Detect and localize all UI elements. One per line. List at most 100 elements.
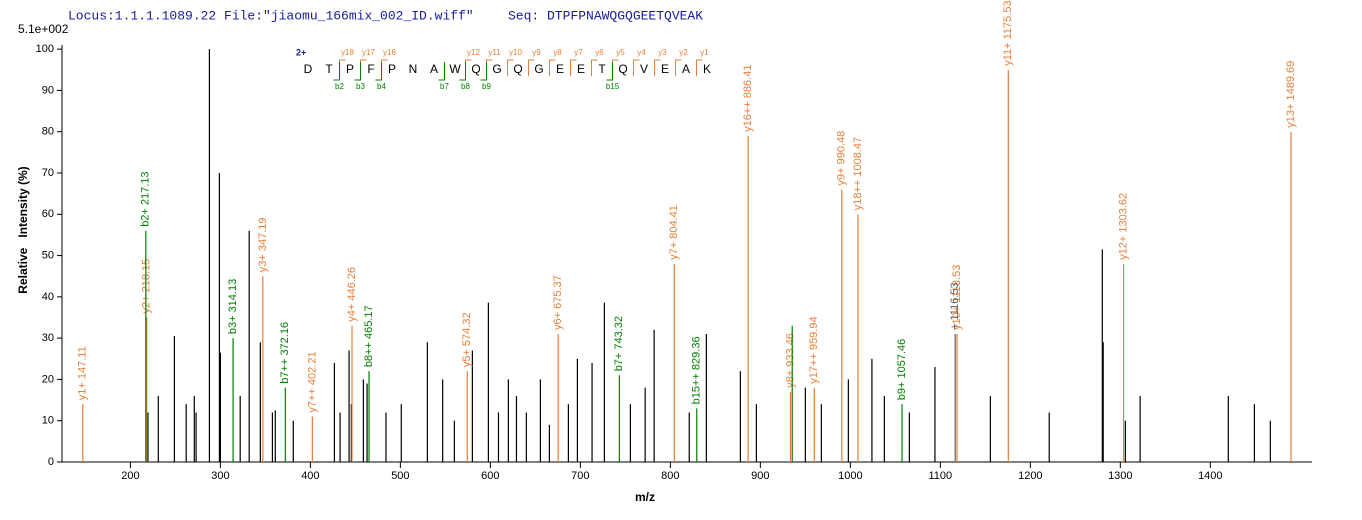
y-tick-label: 100 [36, 43, 54, 55]
residue: D [304, 62, 313, 76]
y-tick-label: 10 [42, 415, 54, 427]
peak-label: y4+ 446.26 [346, 267, 358, 322]
y-ion-bracket [654, 59, 661, 76]
subtitle: Seq: DTPFPNAWQGQGEETQVEAK [508, 8, 703, 23]
y-ion-bracket [507, 59, 514, 76]
residue: T [325, 62, 333, 76]
x-tick-label: 300 [211, 470, 229, 482]
peak-label: y2+ 218.15 [141, 259, 153, 314]
residue: P [346, 62, 354, 76]
y-ion-label: y12 [467, 48, 480, 57]
residue: Q [618, 62, 627, 76]
b-ion-bracket [459, 62, 466, 81]
peak-label: b8++ 465.17 [363, 305, 375, 367]
y-tick-label: 90 [42, 84, 54, 96]
peak-label: y12+ 1303.62 [1117, 193, 1129, 260]
y-scale-label: 5.1e+002 [18, 22, 69, 36]
b-ion-label: b3 [356, 82, 365, 91]
y-ion-bracket [360, 59, 367, 76]
b-ion-bracket [354, 62, 361, 81]
b-ion-bracket [480, 62, 487, 81]
b-ion-bracket [333, 62, 340, 81]
y-ion-bracket [591, 59, 598, 76]
y-ion-label: y17 [362, 48, 375, 57]
y-ion-label: y9 [532, 48, 541, 57]
y-ion-bracket [549, 59, 556, 76]
y-ion-label: y11 [488, 48, 501, 57]
b-ion-label: b7 [440, 82, 449, 91]
y-ion-label: y8 [553, 48, 562, 57]
y-tick-label: 60 [42, 208, 54, 220]
y-ion-label: y3 [658, 48, 667, 57]
b-ion-bracket [375, 62, 382, 81]
y-ion-label: y2 [679, 48, 688, 57]
y-tick-label: 80 [42, 126, 54, 138]
residue: W [449, 62, 461, 76]
y-axis-label: Relative Intensity (%) [16, 166, 30, 293]
x-tick-label: 500 [391, 470, 409, 482]
y-ion-bracket [381, 59, 388, 76]
x-tick-label: 1100 [929, 470, 953, 482]
residue: E [556, 62, 564, 76]
y-tick-label: 70 [42, 167, 54, 179]
y-tick-label: 50 [42, 249, 54, 261]
y-ion-label: y16 [383, 48, 396, 57]
residue: Q [513, 62, 522, 76]
y-ion-label: y1 [700, 48, 709, 57]
peak-label: y1+ 147.11 [77, 346, 89, 400]
peak-label: b7+ 743.32 [613, 316, 625, 371]
peak-label: y18++ 1008.47 [852, 137, 864, 210]
residue: V [640, 62, 648, 76]
peak-label: + 1116.53 [949, 282, 961, 330]
x-tick-label: 1200 [1018, 470, 1042, 482]
peak-label: b9+ 1057.46 [896, 339, 908, 400]
peak-label: y10+ 1118.53 [951, 265, 963, 330]
residue: G [492, 62, 501, 76]
residue: A [682, 62, 690, 76]
peak-label: y16++ 886.41 [742, 65, 754, 132]
x-tick-label: 1300 [1108, 470, 1132, 482]
y-ion-label: y7 [574, 48, 583, 57]
y-ion-label: y10 [509, 48, 522, 57]
b-ion-label: b4 [377, 82, 386, 91]
y-tick-label: 20 [42, 373, 54, 385]
b-ion-bracket [606, 62, 613, 81]
b-ion-bracket [438, 62, 445, 81]
peak-label: y7++ 402.21 [306, 351, 318, 412]
peak-label: y13+ 1489.69 [1285, 61, 1297, 128]
x-tick-label: 1000 [838, 470, 862, 482]
peak-label: y17++ 959.94 [808, 316, 820, 383]
y-ion-bracket [570, 59, 577, 76]
peak-label: b15++ 829.36 [691, 336, 703, 404]
y-ion-label: y5 [616, 48, 625, 57]
y-ion-bracket [633, 59, 640, 76]
residue: K [703, 62, 711, 76]
y-ion-label: y18 [341, 48, 354, 57]
y-ion-label: y4 [637, 48, 646, 57]
y-tick-label: 40 [42, 291, 54, 303]
residue: G [534, 62, 543, 76]
x-tick-label: 800 [661, 470, 679, 482]
y-ion-label: y6 [595, 48, 604, 57]
peak-label: b3+ 314.13 [227, 279, 239, 334]
b-ion-label: b15 [606, 82, 620, 91]
peak-label: y11+ 1175.53 [1002, 0, 1014, 65]
b-ion-label: b8 [461, 82, 470, 91]
y-ion-bracket [339, 59, 346, 76]
y-ion-bracket [696, 59, 703, 76]
x-tick-label: 1400 [1198, 470, 1222, 482]
y-ion-bracket [675, 59, 682, 76]
residue: E [577, 62, 585, 76]
residue: E [661, 62, 669, 76]
y-ion-bracket [528, 59, 535, 76]
x-tick-label: 600 [481, 470, 499, 482]
y-tick-label: 30 [42, 332, 54, 344]
residue: A [430, 62, 438, 76]
residue: P [388, 62, 396, 76]
peak-label: y3+ 347.19 [257, 217, 269, 272]
x-tick-label: 400 [301, 470, 319, 482]
peak-label: y9+ 990.48 [836, 131, 848, 186]
b-ion-label: b2 [335, 82, 344, 91]
peak-label: y8+ 933.46 [784, 333, 796, 388]
peak-label: y7+ 804.41 [668, 205, 680, 260]
